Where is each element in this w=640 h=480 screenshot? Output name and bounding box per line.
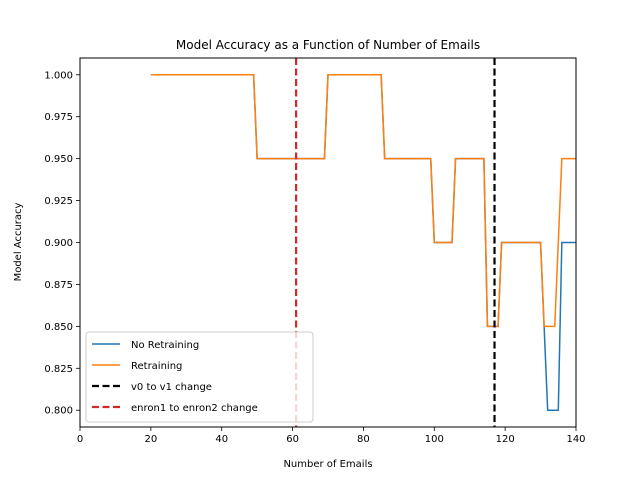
x-tick-label: 100 [425, 434, 444, 445]
y-axis-label: Model Accuracy [13, 202, 24, 281]
y-tick-label: 0.875 [44, 280, 73, 291]
y-tick-label: 0.850 [44, 322, 73, 333]
legend-label-v0-to-v1-change: v0 to v1 change [131, 382, 212, 393]
legend-label-no-retraining: No Retraining [131, 340, 199, 351]
legend-label-enron1-to-enron2-change: enron1 to enron2 change [131, 403, 258, 414]
y-tick-label: 0.925 [44, 196, 73, 207]
legend-box [85, 331, 314, 423]
x-tick-label: 140 [566, 434, 585, 445]
y-tick-label: 0.900 [44, 238, 73, 249]
x-tick-label: 60 [286, 434, 299, 445]
y-tick-label: 0.975 [44, 112, 73, 123]
y-tick-label: 0.950 [44, 154, 73, 165]
x-tick-label: 40 [215, 434, 228, 445]
x-tick-label: 0 [77, 434, 83, 445]
legend: No Retraining Retraining v0 to v1 change en… [85, 331, 314, 423]
x-axis-ticks: 0 20 40 60 80 100 120 140 [77, 427, 586, 445]
x-tick-label: 80 [357, 434, 370, 445]
y-tick-label: 1.000 [44, 70, 73, 81]
legend-label-retraining: Retraining [131, 361, 182, 372]
series-lines [150, 74, 576, 411]
y-tick-label: 0.800 [44, 406, 73, 417]
x-tick-label: 120 [496, 434, 515, 445]
x-tick-label: 20 [144, 434, 157, 445]
x-axis-label: Number of Emails [283, 459, 372, 470]
y-axis-ticks: 0.800 0.825 0.850 0.875 0.900 0.925 0.950 0.975… [44, 70, 80, 417]
chart-title: Model Accuracy as a Function of Number o… [176, 38, 480, 52]
series-line-retraining [150, 74, 576, 328]
y-tick-label: 0.825 [44, 364, 73, 375]
